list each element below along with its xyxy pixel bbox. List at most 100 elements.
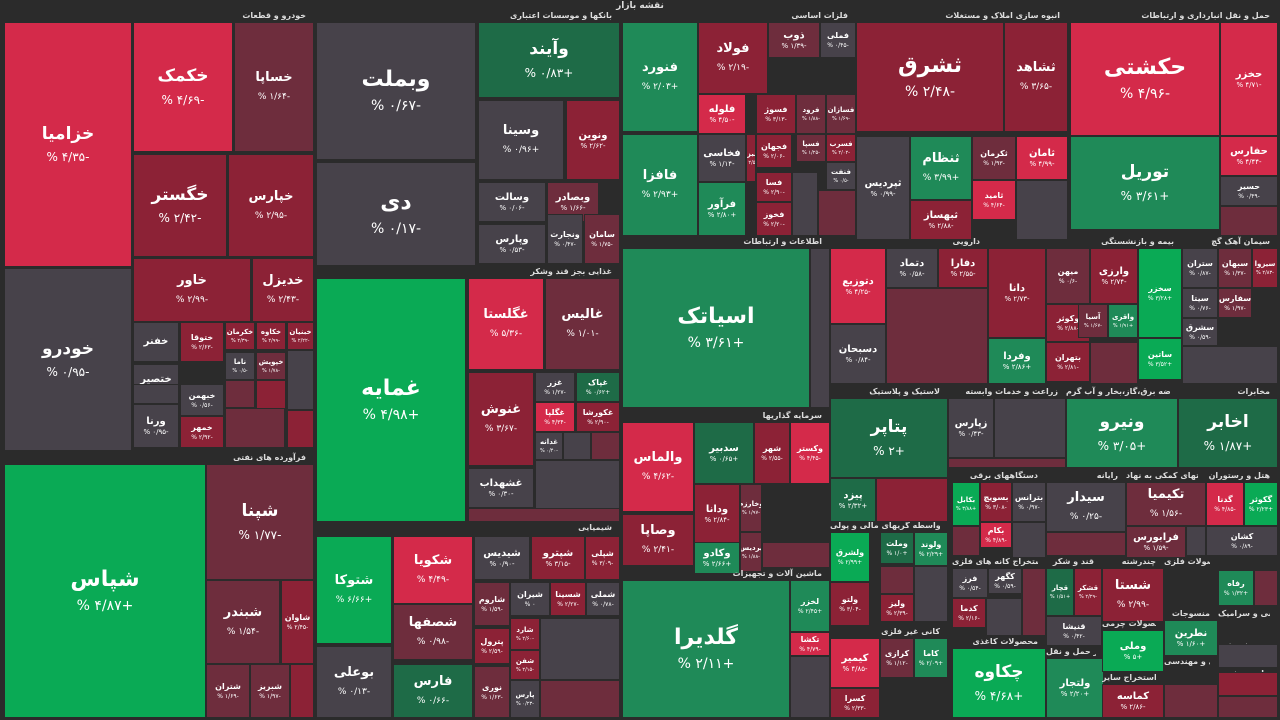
- small-symbol-tile[interactable]: [994, 398, 1066, 458]
- symbol-tile[interactable]: ثامید -۴/۶۴ %: [972, 180, 1016, 220]
- symbol-tile[interactable]: شفن -۲/۱۵ %: [510, 650, 540, 680]
- symbol-tile[interactable]: اسیاتک +۳/۶۱ %: [622, 248, 810, 408]
- symbol-tile[interactable]: فرابورس -۱/۵۹ %: [1126, 526, 1186, 558]
- symbol-tile[interactable]: فسرب -۲/۰۲ %: [826, 134, 856, 162]
- symbol-tile[interactable]: ختوقا -۲/۶۳ %: [180, 322, 224, 362]
- small-symbol-tile[interactable]: [886, 288, 988, 384]
- symbol-tile[interactable]: شیدیس -۰/۹۰ %: [474, 536, 530, 580]
- small-symbol-tile[interactable]: [1218, 672, 1278, 696]
- symbol-tile[interactable]: نوری -۱/۶۳ %: [474, 666, 510, 718]
- symbol-tile[interactable]: خمهر -۲/۹۲ %: [180, 416, 224, 448]
- symbol-tile[interactable]: شتوکا +۶/۶۶ %: [316, 536, 392, 644]
- symbol-tile[interactable]: اخابر +۱/۸۷ %: [1178, 398, 1278, 468]
- symbol-tile[interactable]: ناما -۰/۵ %: [225, 352, 255, 380]
- symbol-tile[interactable]: فخاسی -۱/۱۴ %: [698, 134, 746, 182]
- symbol-tile[interactable]: خزامیا -۴/۳۵ %: [4, 22, 132, 267]
- symbol-tile[interactable]: آسیا -۱/۶۷ %: [1078, 304, 1108, 338]
- small-symbol-tile[interactable]: [1022, 568, 1046, 636]
- symbol-tile[interactable]: تکیمیا -۱/۵۶ %: [1126, 482, 1206, 526]
- symbol-tile[interactable]: ثشاهد -۳/۶۵ %: [1004, 22, 1068, 132]
- symbol-tile[interactable]: ولشرق +۲/۹۹ %: [830, 532, 870, 582]
- symbol-tile[interactable]: بوعلی -۰/۱۳ %: [316, 646, 392, 718]
- symbol-tile[interactable]: کیمیر -۴/۸۵ %: [830, 638, 880, 688]
- symbol-tile[interactable]: تکشا -۴/۷۹ %: [790, 632, 830, 656]
- symbol-tile[interactable]: خپارس -۲/۹۵ %: [228, 154, 314, 257]
- symbol-tile[interactable]: وپارس -۰/۵۳ %: [478, 224, 546, 264]
- symbol-tile[interactable]: رفاه +۱/۳۲ %: [1218, 570, 1254, 606]
- symbol-tile[interactable]: کماسه -۲/۸۶ %: [1102, 684, 1164, 718]
- symbol-tile[interactable]: شهر -۲/۵۵ %: [754, 422, 790, 484]
- symbol-tile[interactable]: شپنا -۱/۷۷ %: [206, 464, 314, 580]
- small-symbol-tile[interactable]: [1016, 180, 1068, 240]
- symbol-tile[interactable]: دسبحان -۰/۸۴ %: [830, 324, 886, 384]
- symbol-tile[interactable]: دفارا -۲/۵۵ %: [938, 248, 988, 288]
- small-symbol-tile[interactable]: [287, 350, 314, 410]
- symbol-tile[interactable]: کرازی -۱/۱۲ %: [880, 638, 914, 678]
- symbol-tile[interactable]: شارد -۲/۶۰ %: [510, 618, 540, 650]
- small-symbol-tile[interactable]: [225, 408, 285, 448]
- symbol-tile[interactable]: شستا -۲/۹۹ %: [1102, 568, 1164, 622]
- symbol-tile[interactable]: فارس -۰/۶۶ %: [393, 664, 473, 718]
- symbol-tile[interactable]: خفنر: [133, 322, 179, 362]
- symbol-tile[interactable]: خگستر -۲/۴۲ %: [133, 154, 227, 257]
- symbol-tile[interactable]: بسویچ -۳/۰۸ %: [980, 482, 1012, 522]
- small-symbol-tile[interactable]: [880, 566, 914, 594]
- small-symbol-tile[interactable]: [256, 380, 286, 410]
- symbol-tile[interactable]: فلوله -۴/۵۰ %: [698, 94, 746, 134]
- symbol-tile[interactable]: شپاس +۴/۸۷ %: [4, 464, 206, 718]
- small-symbol-tile[interactable]: [1046, 532, 1126, 556]
- symbol-tile[interactable]: غگلستا -۵/۳۶ %: [468, 278, 544, 370]
- small-symbol-tile[interactable]: [948, 458, 1066, 468]
- symbol-tile[interactable]: خکمک -۴/۶۹ %: [133, 22, 233, 152]
- symbol-tile[interactable]: سیزوا -۲/۸۳ %: [1252, 248, 1278, 288]
- symbol-tile[interactable]: شملی -۰/۷۸ %: [586, 582, 620, 616]
- symbol-tile[interactable]: ساتین +۳/۵۲ %: [1138, 338, 1182, 380]
- symbol-tile[interactable]: میهن -۰/۶ %: [1046, 248, 1090, 304]
- symbol-tile[interactable]: حفارس -۴/۴۴ %: [1220, 136, 1278, 176]
- symbol-tile[interactable]: غپاک +۰/۶۲ %: [576, 372, 620, 402]
- symbol-tile[interactable]: سامان -۱/۷۵ %: [584, 214, 620, 264]
- symbol-tile[interactable]: پتاپر +۲ %: [830, 398, 948, 478]
- symbol-tile[interactable]: ثکرمان -۱/۹۳ %: [972, 136, 1016, 180]
- symbol-tile[interactable]: کسرا -۲/۳۳ %: [830, 688, 880, 718]
- symbol-tile[interactable]: حسیر -۰/۴۹ %: [1220, 176, 1278, 206]
- small-symbol-tile[interactable]: [290, 664, 314, 718]
- symbol-tile[interactable]: فسبزوار-۲/۵۶ %: [746, 134, 756, 182]
- small-symbol-tile[interactable]: [1182, 346, 1278, 384]
- symbol-tile[interactable]: نطرین +۱/۶۰ %: [1164, 620, 1218, 656]
- symbol-tile[interactable]: غزر -۱/۲۷ %: [535, 372, 575, 402]
- symbol-tile[interactable]: ولتجار +۲/۲۰ %: [1046, 658, 1104, 718]
- small-symbol-tile[interactable]: [914, 566, 948, 622]
- small-symbol-tile[interactable]: [1090, 342, 1138, 384]
- symbol-tile[interactable]: سشرق -۰/۵۹ %: [1182, 318, 1218, 346]
- symbol-tile[interactable]: دتوزیع -۴/۲۵ %: [830, 248, 886, 324]
- small-symbol-tile[interactable]: [762, 542, 830, 568]
- symbol-tile[interactable]: فملی -۰/۴۵ %: [820, 22, 856, 58]
- symbol-tile[interactable]: پارس -۰/۲۳ %: [510, 680, 540, 718]
- symbol-tile[interactable]: بکام -۴/۸۹ %: [980, 522, 1012, 548]
- small-symbol-tile[interactable]: [540, 680, 620, 718]
- symbol-tile[interactable]: شتران -۱/۶۹ %: [206, 664, 250, 718]
- symbol-tile[interactable]: شصفها -۰/۹۸ %: [393, 604, 473, 660]
- symbol-tile[interactable]: فسازان -۱/۶۹ %: [826, 94, 856, 134]
- symbol-tile[interactable]: لخزر +۲/۴۵ %: [790, 580, 830, 632]
- symbol-tile[interactable]: چکاوه +۴/۶۸ %: [952, 648, 1046, 718]
- symbol-tile[interactable]: وفردا +۲/۸۶ %: [988, 338, 1046, 384]
- symbol-tile[interactable]: فرز -۰/۵۴ %: [952, 568, 988, 598]
- symbol-tile[interactable]: فسپا -۱/۲۵ %: [796, 134, 826, 162]
- symbol-tile[interactable]: بکابل +۳/۸۸ %: [952, 482, 980, 526]
- symbol-tile[interactable]: خاور -۲/۹۹ %: [133, 258, 251, 322]
- symbol-tile[interactable]: وبملت -۰/۶۷ %: [316, 22, 476, 160]
- small-symbol-tile[interactable]: [563, 432, 591, 460]
- symbol-tile[interactable]: حکشتی -۴/۹۶ %: [1070, 22, 1220, 136]
- symbol-tile[interactable]: حخزر -۴/۷۱ %: [1220, 22, 1278, 136]
- symbol-tile[interactable]: ذوب -۱/۳۹ %: [768, 22, 820, 58]
- symbol-tile[interactable]: فرود -۱/۸۸ %: [796, 94, 826, 134]
- symbol-tile[interactable]: گلدیرا +۲/۱۱ %: [622, 580, 790, 718]
- symbol-tile[interactable]: غنوش -۳/۶۷ %: [468, 372, 534, 466]
- symbol-tile[interactable]: بترانس -۰/۹۷ %: [1012, 482, 1046, 522]
- symbol-tile[interactable]: قچار +۱/۵۱ %: [1046, 568, 1074, 616]
- small-symbol-tile[interactable]: [1220, 206, 1278, 236]
- small-symbol-tile[interactable]: [287, 410, 314, 448]
- small-symbol-tile[interactable]: [225, 380, 255, 408]
